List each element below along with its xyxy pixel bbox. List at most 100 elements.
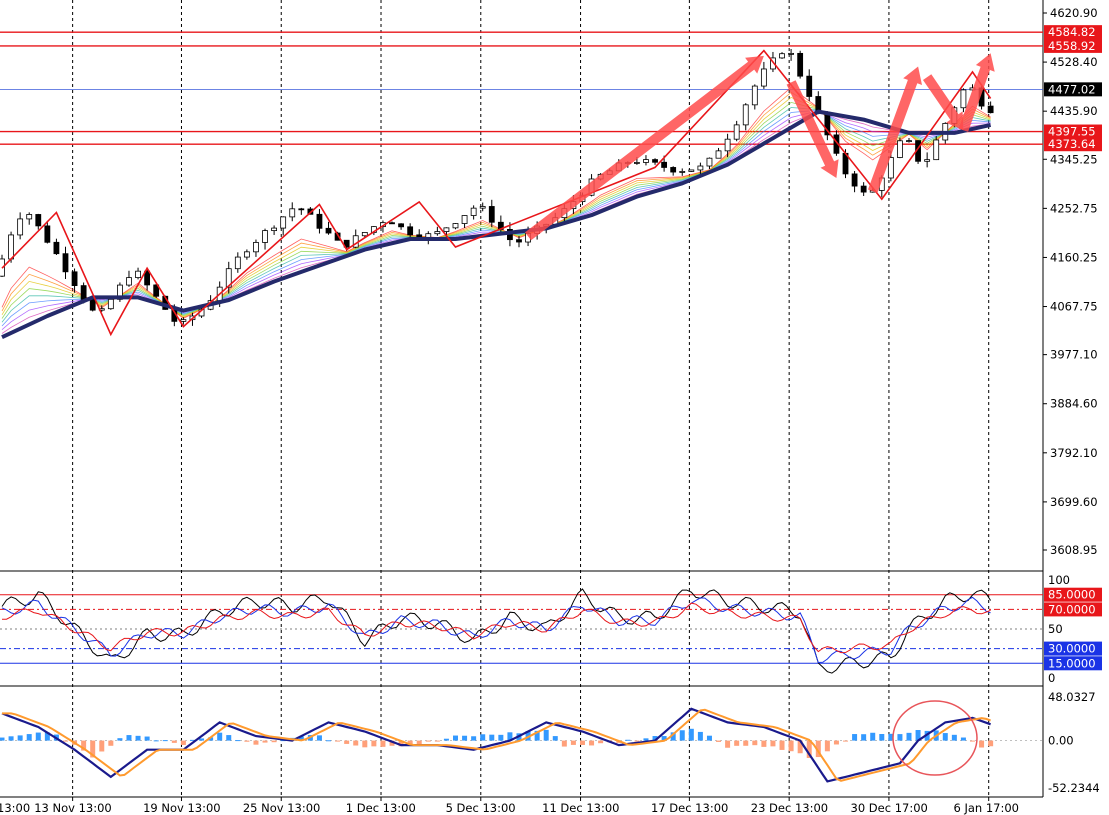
candle — [797, 52, 804, 77]
macd-tick-label: 48.0327 — [1048, 690, 1096, 704]
time-tick-label: 30 Dec 17:00 — [851, 801, 928, 815]
candle — [316, 213, 323, 229]
price-tick-label: 3699.60 — [1050, 495, 1098, 509]
macd-histogram-bar — [688, 728, 694, 741]
candle — [343, 239, 350, 248]
price-tick-label: 3792.10 — [1050, 446, 1098, 460]
price-tick-label: 4528.40 — [1050, 55, 1098, 69]
time-tick-label: 6 Jan 17:00 — [954, 801, 1020, 815]
oscillator-line — [1, 588, 992, 674]
oscillator-line — [2, 602, 991, 654]
price-tick-label: 3884.60 — [1050, 397, 1098, 411]
macd-histogram-bar — [833, 740, 839, 745]
macd-histogram-bar — [407, 740, 413, 745]
macd-histogram-bar — [443, 738, 449, 741]
candle — [751, 85, 758, 106]
time-tick-label: 19 Nov 13:00 — [143, 801, 221, 815]
macd-histogram-bar — [734, 740, 740, 746]
macd-tick-label: -52.2344 — [1048, 781, 1100, 795]
macd-histogram-bar — [235, 740, 241, 742]
macd-histogram-bar — [117, 738, 123, 741]
macd-histogram-bar — [480, 734, 486, 741]
macd-histogram-bar — [897, 734, 903, 741]
candle — [851, 173, 858, 187]
macd-histogram-bar — [852, 734, 858, 741]
zigzag-line — [1, 49, 992, 337]
macd-histogram-bar — [969, 740, 975, 742]
macd-histogram-bar — [870, 732, 876, 741]
candle — [298, 208, 305, 211]
macd-histogram-bar — [298, 736, 304, 741]
macd-histogram-bar — [625, 739, 631, 741]
candle — [860, 185, 867, 193]
macd-histogram-bar — [462, 735, 468, 741]
candle — [280, 216, 287, 229]
level-line-tag — [1044, 124, 1102, 139]
macd-histogram-bar — [144, 736, 150, 741]
candle — [806, 75, 813, 97]
macd-histogram-bar — [679, 730, 685, 741]
macd-histogram-bar — [280, 740, 286, 742]
candle — [289, 208, 296, 218]
macd-histogram-bar — [153, 740, 159, 742]
macd-histogram-bar — [108, 740, 114, 746]
candle — [488, 206, 495, 223]
level-line-tag-label: 4397.55 — [1048, 125, 1096, 139]
candle — [225, 268, 232, 288]
candle — [253, 242, 259, 253]
macd-histogram-bar — [525, 731, 531, 741]
oscillator-level-label: 30.0000 — [1048, 642, 1096, 656]
macd-histogram-bar — [552, 736, 558, 741]
macd-histogram-bar — [434, 740, 440, 742]
candle — [126, 277, 132, 286]
candle — [325, 227, 332, 234]
candle — [933, 139, 940, 161]
candle — [924, 159, 931, 162]
macd-histogram-bar — [706, 735, 712, 741]
macd-histogram-bar — [661, 736, 667, 741]
time-axis: 13:00 13 Nov 13:00 19 Nov 13:00 25 Nov 13:0… — [0, 797, 1019, 815]
candle — [733, 124, 740, 140]
candle — [670, 167, 677, 173]
candle — [44, 225, 51, 243]
candle — [398, 223, 404, 228]
time-tick-label: 1 Dec 13:00 — [346, 801, 416, 815]
time-tick-label: 23 Dec 13:00 — [751, 801, 828, 815]
projection-arrow-up — [958, 53, 995, 132]
macd-histogram-bar — [815, 740, 821, 758]
oscillator-level-label: 85.0000 — [1048, 588, 1096, 602]
level-line-tag-label: 4373.64 — [1048, 137, 1096, 151]
macd-histogram-bar — [380, 740, 386, 747]
macd-histogram-bar — [598, 740, 604, 744]
price-tick-label: 4067.75 — [1050, 300, 1098, 314]
macd-histogram-bar — [979, 740, 985, 748]
candle — [62, 253, 69, 273]
macd-histogram-bar — [44, 732, 50, 741]
level-line-tag — [1044, 137, 1102, 152]
candle — [262, 230, 268, 243]
macd-histogram-bar — [643, 738, 649, 741]
trend-arrow-up — [868, 66, 922, 193]
grid — [0, 0, 1044, 798]
candle — [180, 319, 187, 322]
current-price-tag-label: 4477.02 — [1048, 82, 1096, 96]
price-tick-label: 3608.95 — [1050, 543, 1098, 557]
macd-histogram-bar — [888, 733, 894, 741]
macd-histogram-bar — [906, 732, 912, 741]
macd-histogram-bar — [353, 740, 359, 746]
candle — [153, 284, 160, 297]
candle — [634, 162, 640, 164]
price-axis: 4620.90 4528.40 4435.90 4345.25 4252.75 4160.… — [1043, 6, 1102, 557]
candle — [516, 239, 522, 243]
macd-histogram-bar — [752, 740, 758, 746]
candle — [144, 270, 151, 286]
macd-histogram-bar — [589, 740, 595, 746]
oscillator-tick-label: 50 — [1048, 622, 1063, 636]
macd-histogram-bar — [17, 735, 23, 741]
macd-histogram-bar — [126, 735, 132, 741]
macd-histogram-bar — [344, 740, 350, 744]
candle — [17, 218, 24, 236]
candle — [715, 150, 722, 159]
level-line-tag-label: 4558.92 — [1048, 39, 1096, 53]
